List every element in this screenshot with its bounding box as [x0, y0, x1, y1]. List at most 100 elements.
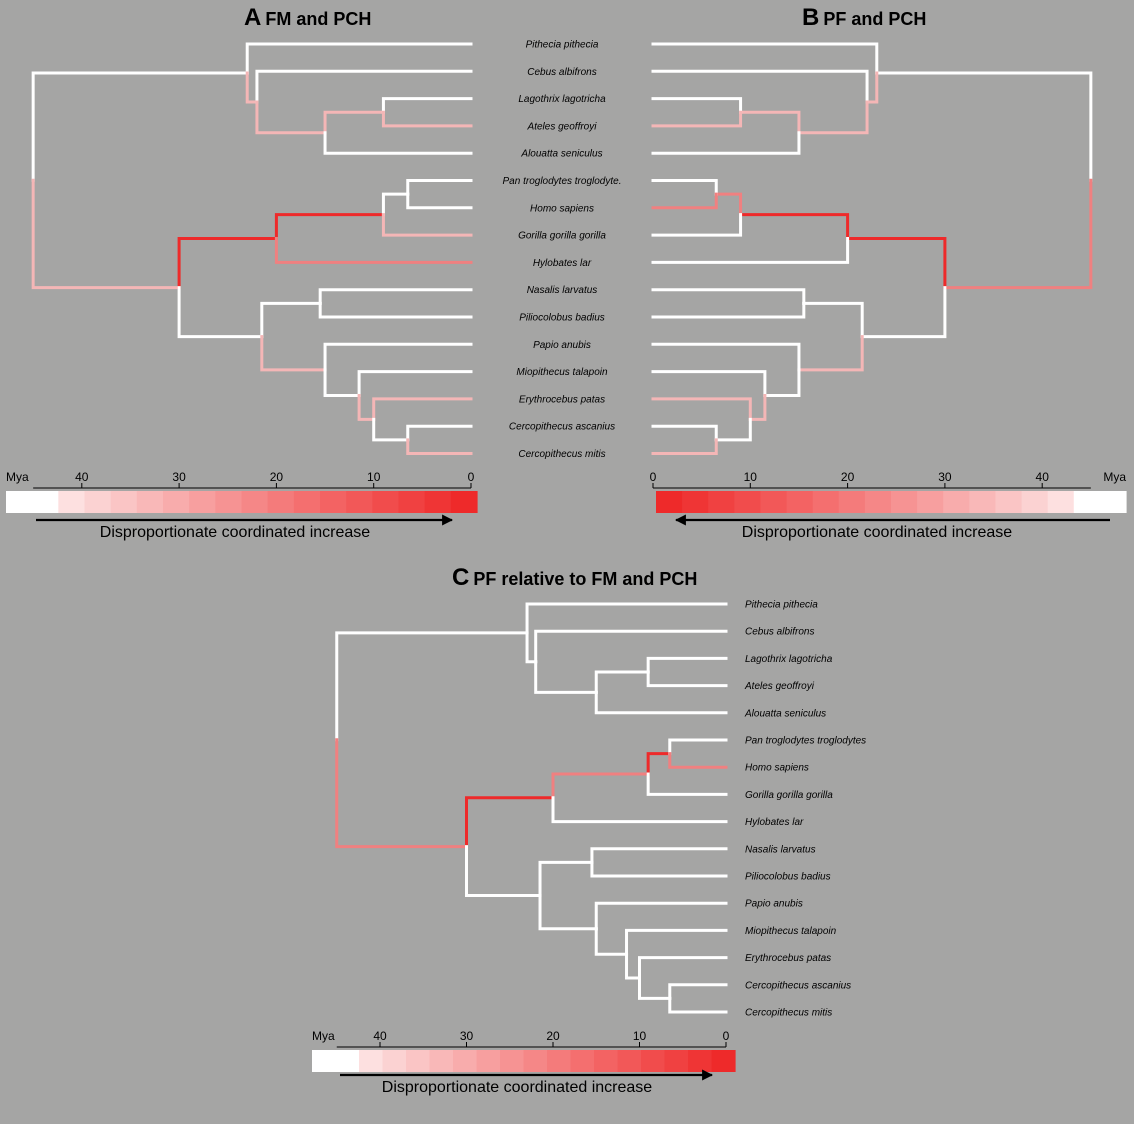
- tree-branch: [625, 952, 641, 980]
- panel-b-title: B PF and PCH: [802, 4, 926, 31]
- tree-branch: [534, 660, 598, 694]
- color-scale-step: [136, 491, 164, 513]
- color-scale-step: [682, 491, 709, 513]
- tree-branch: [594, 927, 629, 956]
- tree-branch: [357, 393, 376, 421]
- tree-b: [651, 42, 1093, 455]
- taxon-label: Pithecia pithecia: [526, 40, 599, 51]
- color-scale-step: [688, 1050, 713, 1072]
- axis-unit: Mya: [312, 1029, 335, 1043]
- tree-branch: [357, 370, 473, 397]
- tree-branch: [255, 69, 473, 104]
- tree-branch: [372, 417, 410, 442]
- tree-branch: [651, 42, 879, 75]
- tree-branch: [865, 71, 879, 104]
- tree-branch: [323, 342, 473, 372]
- tree-branch: [406, 179, 473, 196]
- axis-tick-label: 30: [938, 470, 952, 484]
- color-scale-step: [891, 491, 918, 513]
- taxon-label: Hylobates lar: [533, 258, 592, 269]
- tree-branch: [651, 301, 806, 319]
- color-scale-step: [215, 491, 243, 513]
- tree-branch: [381, 213, 473, 237]
- tree-branch: [318, 301, 473, 319]
- tree-branch: [763, 368, 801, 397]
- color-scale-b: [656, 491, 1127, 513]
- color-scale-step: [838, 491, 866, 513]
- tree-branch: [525, 631, 538, 664]
- color-scale-step: [267, 491, 295, 513]
- color-scale-step: [995, 491, 1023, 513]
- color-scale-step: [864, 491, 892, 513]
- legend-label-c: Disproportionate coordinated increase: [382, 1079, 652, 1096]
- color-scale-step: [406, 1050, 431, 1072]
- taxon-label: Lagothrix lagotricha: [518, 94, 606, 105]
- taxon-label: Piliocolobus badius: [519, 313, 605, 324]
- color-scale-step: [570, 1050, 595, 1072]
- axis-tick-label: 0: [723, 1029, 730, 1043]
- tree-branch: [323, 368, 361, 397]
- color-scale-step: [664, 1050, 689, 1072]
- tree-branch: [525, 602, 728, 635]
- tree-branch: [260, 301, 322, 339]
- tree-branch: [538, 860, 594, 898]
- tree-branch: [668, 752, 728, 769]
- color-scale-step: [32, 491, 59, 513]
- taxon-label: Papio anubis: [533, 340, 591, 351]
- tree-branch: [274, 213, 385, 241]
- tree-branch: [335, 738, 468, 849]
- color-scale-step: [547, 1050, 572, 1072]
- color-scale-step: [453, 1050, 478, 1072]
- tree-branch: [465, 796, 555, 849]
- time-axis-c: 40 30 20 10 0 Mya: [312, 1029, 730, 1048]
- time-axis-a: 40 30 20 10 0 Mya: [6, 470, 475, 489]
- tree-branch: [714, 192, 743, 217]
- tree-branch: [594, 670, 650, 694]
- tree-branch: [31, 71, 249, 182]
- tree-branch: [590, 847, 728, 864]
- taxon-label: Pithecia pithecia: [745, 600, 818, 611]
- color-scale-step: [429, 1050, 454, 1072]
- tree-branch: [381, 192, 410, 217]
- tree-branch: [797, 100, 869, 135]
- taxon-label: Homo sapiens: [530, 203, 594, 214]
- taxon-label: Pan troglodytes troglodyte.: [503, 176, 622, 187]
- tree-branch: [245, 42, 473, 75]
- tree-branch: [594, 901, 728, 931]
- taxon-label: Alouatta seniculus: [744, 708, 826, 719]
- tree-branch: [802, 301, 864, 339]
- axis-tick-label: 30: [172, 470, 186, 484]
- color-scale-step: [1099, 491, 1127, 513]
- taxa-labels-a: Pithecia pithecia Cebus albifrons Lagothri…: [503, 40, 622, 461]
- color-scale-step: [312, 1050, 337, 1072]
- color-scale-step: [6, 491, 33, 513]
- panel-b: B PF and PCH 40 30 20 10 0 Mya Disproportionat…: [650, 4, 1127, 541]
- tree-branch: [651, 288, 806, 305]
- taxa-labels-c: Pithecia pithecia Cebus albifrons Lagothri…: [744, 600, 866, 1019]
- color-scale-step: [760, 491, 788, 513]
- tree-branch: [651, 424, 718, 442]
- tree-branch: [651, 110, 743, 128]
- tree-branch: [323, 131, 473, 155]
- color-scale-step: [84, 491, 112, 513]
- color-scale-step: [398, 491, 426, 513]
- tree-branch: [372, 397, 473, 421]
- color-scale-step: [372, 491, 400, 513]
- tree-branch: [255, 100, 327, 135]
- tree-branch: [406, 192, 473, 210]
- color-scale-step: [359, 1050, 384, 1072]
- color-scale-step: [617, 1050, 642, 1072]
- tree-branch: [797, 335, 864, 372]
- axis-tick-label: 40: [373, 1029, 387, 1043]
- tree-branch: [651, 370, 767, 397]
- color-scale-step: [969, 491, 997, 513]
- tree-branch: [31, 178, 181, 290]
- taxon-label: Hylobates lar: [745, 817, 804, 828]
- taxon-label: Piliocolobus badius: [745, 872, 831, 883]
- tree-branch: [465, 845, 542, 898]
- tree-branch: [651, 237, 850, 264]
- tree-branch: [625, 928, 728, 956]
- tree-branch: [551, 772, 650, 800]
- color-scale-step: [523, 1050, 548, 1072]
- tree-branch: [668, 996, 728, 1014]
